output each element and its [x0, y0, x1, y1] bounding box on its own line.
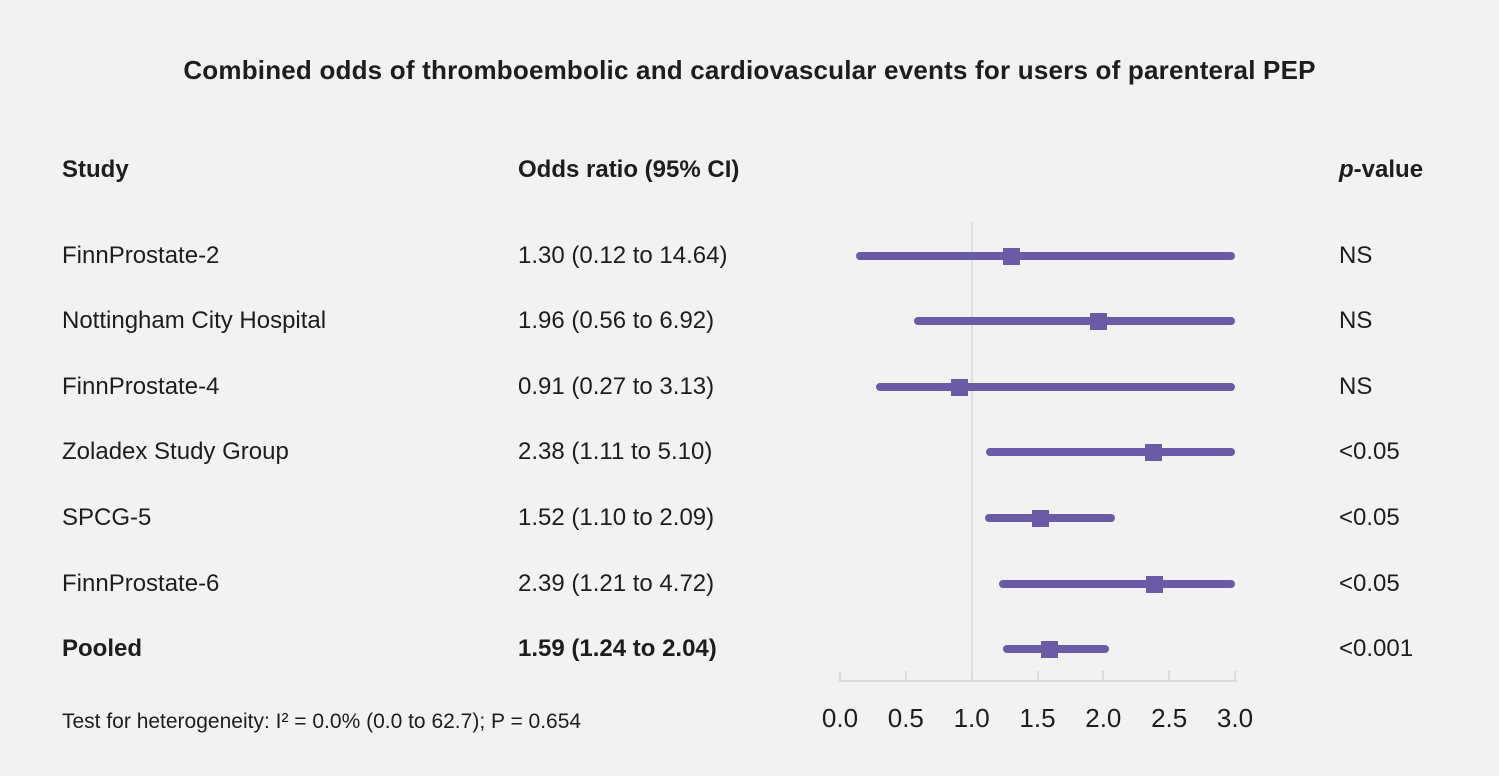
- p-value: NS: [1339, 242, 1373, 269]
- odds-ratio-value: 0.91 (0.27 to 3.13): [518, 373, 715, 400]
- column-header-p-value: p-value: [1339, 153, 1423, 187]
- study-label: Zoladex Study Group: [62, 438, 289, 465]
- point-estimate-marker: [1040, 640, 1058, 658]
- x-tick-label: 1.5: [1019, 703, 1056, 733]
- column-header-odds-ratio: Odds ratio (95% CI): [518, 156, 740, 183]
- study-label: FinnProstate-2: [62, 242, 220, 269]
- x-tick: [1234, 671, 1236, 680]
- odds-ratio-value: 1.96 (0.56 to 6.92): [518, 307, 715, 334]
- odds-ratio-value: 2.39 (1.21 to 4.72): [518, 570, 715, 597]
- x-tick-label: 2.5: [1151, 703, 1188, 733]
- confidence-interval-line: [986, 448, 1235, 456]
- p-value: <0.05: [1339, 570, 1400, 597]
- p-value: <0.001: [1339, 635, 1414, 662]
- confidence-interval-line: [913, 317, 1235, 325]
- x-tick-label: 1.0: [953, 703, 990, 733]
- x-tick: [1102, 671, 1105, 680]
- x-tick-label: 3.0: [1216, 703, 1254, 733]
- confidence-interval-line: [999, 580, 1235, 588]
- confidence-interval-line: [855, 252, 1235, 260]
- odds-ratio-value: 1.30 (0.12 to 14.64): [518, 242, 728, 269]
- study-label: FinnProstate-6: [62, 570, 220, 597]
- study-label: FinnProstate-4: [62, 373, 220, 400]
- p-value: NS: [1339, 373, 1373, 400]
- x-tick-label: 0.5: [887, 703, 924, 733]
- p-value-header-rest: -value: [1353, 156, 1424, 183]
- x-tick-label: 2.0: [1085, 703, 1122, 733]
- confidence-interval-line: [984, 514, 1116, 522]
- column-header-study: Study: [62, 156, 129, 183]
- odds-ratio-value: 2.38 (1.11 to 5.10): [518, 438, 713, 465]
- odds-ratio-value: 1.52 (1.10 to 2.09): [518, 504, 715, 531]
- study-label: SPCG-5: [62, 504, 152, 531]
- point-estimate-marker: [1002, 247, 1020, 265]
- p-value: <0.05: [1339, 438, 1400, 465]
- chart-title: Combined odds of thromboembolic and card…: [183, 55, 1316, 85]
- odds-ratio-value: 1.59 (1.24 to 2.04): [518, 635, 717, 662]
- point-estimate-marker: [951, 378, 969, 396]
- study-label: Nottingham City Hospital: [62, 307, 327, 334]
- x-tick: [970, 671, 973, 680]
- point-estimate-marker: [1146, 575, 1164, 593]
- point-estimate-marker: [1144, 443, 1162, 461]
- x-tick-label: 0.0: [821, 703, 859, 733]
- confidence-interval-line: [875, 383, 1235, 391]
- study-label: Pooled: [62, 635, 143, 662]
- p-value: <0.05: [1339, 504, 1400, 531]
- point-estimate-marker: [1089, 312, 1107, 330]
- x-tick: [904, 671, 907, 680]
- x-tick: [1036, 671, 1039, 680]
- heterogeneity-footnote: Test for heterogeneity: I² = 0.0% (0.0 t…: [62, 710, 582, 733]
- p-value: NS: [1339, 307, 1373, 334]
- point-estimate-marker: [1031, 509, 1049, 527]
- x-axis: [839, 680, 1237, 682]
- x-tick: [839, 671, 841, 680]
- p-value-header-italic-p: p: [1339, 156, 1354, 183]
- x-tick: [1168, 671, 1171, 680]
- reference-line: [970, 222, 973, 681]
